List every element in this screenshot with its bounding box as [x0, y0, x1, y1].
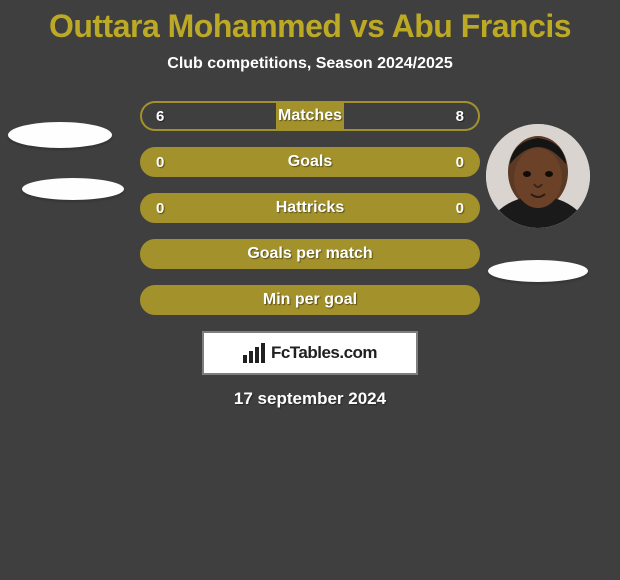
bar-label: Hattricks	[142, 199, 478, 217]
bar-value-left: 0	[156, 200, 164, 217]
stat-bar: Hattricks0 0	[140, 193, 480, 223]
stat-bar: Goals0 0	[140, 147, 480, 177]
bar-value-right: 0	[456, 200, 464, 217]
bar-label: Matches	[142, 107, 478, 125]
stat-bars: Matches68Goals00Hattricks00Goals per mat…	[140, 101, 480, 315]
bar-label: Goals per match	[142, 245, 478, 263]
bar-value-right: 8	[456, 108, 464, 125]
avatar-shadow-icon	[22, 178, 124, 200]
page-title: Outtara Mohammed vs Abu Francis	[0, 0, 620, 45]
player-left	[8, 122, 112, 200]
avatar	[486, 124, 590, 228]
stat-bar: Goals per match	[140, 239, 480, 269]
comparison-card: Outtara Mohammed vs Abu Francis Club com…	[0, 0, 620, 580]
avatar-shadow-icon	[488, 260, 588, 282]
watermark: FcTables.com	[202, 331, 418, 375]
chart-icon	[243, 343, 265, 363]
player-photo-icon	[486, 124, 590, 228]
watermark-text: FcTables.com	[271, 343, 377, 363]
bar-value-right: 0	[456, 154, 464, 171]
bar-label: Min per goal	[142, 291, 478, 309]
bar-value-left: 0	[156, 154, 164, 171]
subtitle: Club competitions, Season 2024/2025	[0, 55, 620, 73]
stat-bar: Matches6 8	[140, 101, 480, 131]
stat-bar: Min per goal	[140, 285, 480, 315]
bar-label: Goals	[142, 153, 478, 171]
date-label: 17 september 2024	[0, 389, 620, 409]
bar-value-left: 6	[156, 108, 164, 125]
player-right	[486, 124, 590, 282]
avatar-placeholder-icon	[8, 122, 112, 148]
